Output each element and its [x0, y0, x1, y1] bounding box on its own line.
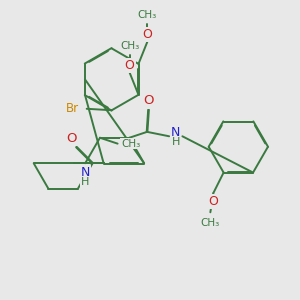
Text: H: H [81, 176, 89, 187]
Text: O: O [208, 195, 218, 208]
Text: Br: Br [65, 102, 79, 115]
Text: CH₃: CH₃ [121, 41, 140, 51]
Text: N: N [171, 126, 180, 139]
Text: CH₃: CH₃ [137, 10, 156, 20]
Text: CH₃: CH₃ [201, 218, 220, 228]
Text: O: O [143, 94, 154, 107]
Text: O: O [66, 132, 76, 145]
Text: CH₃: CH₃ [121, 139, 140, 148]
Text: O: O [125, 59, 135, 72]
Text: N: N [80, 166, 90, 179]
Text: H: H [171, 136, 180, 147]
Text: O: O [142, 28, 152, 41]
